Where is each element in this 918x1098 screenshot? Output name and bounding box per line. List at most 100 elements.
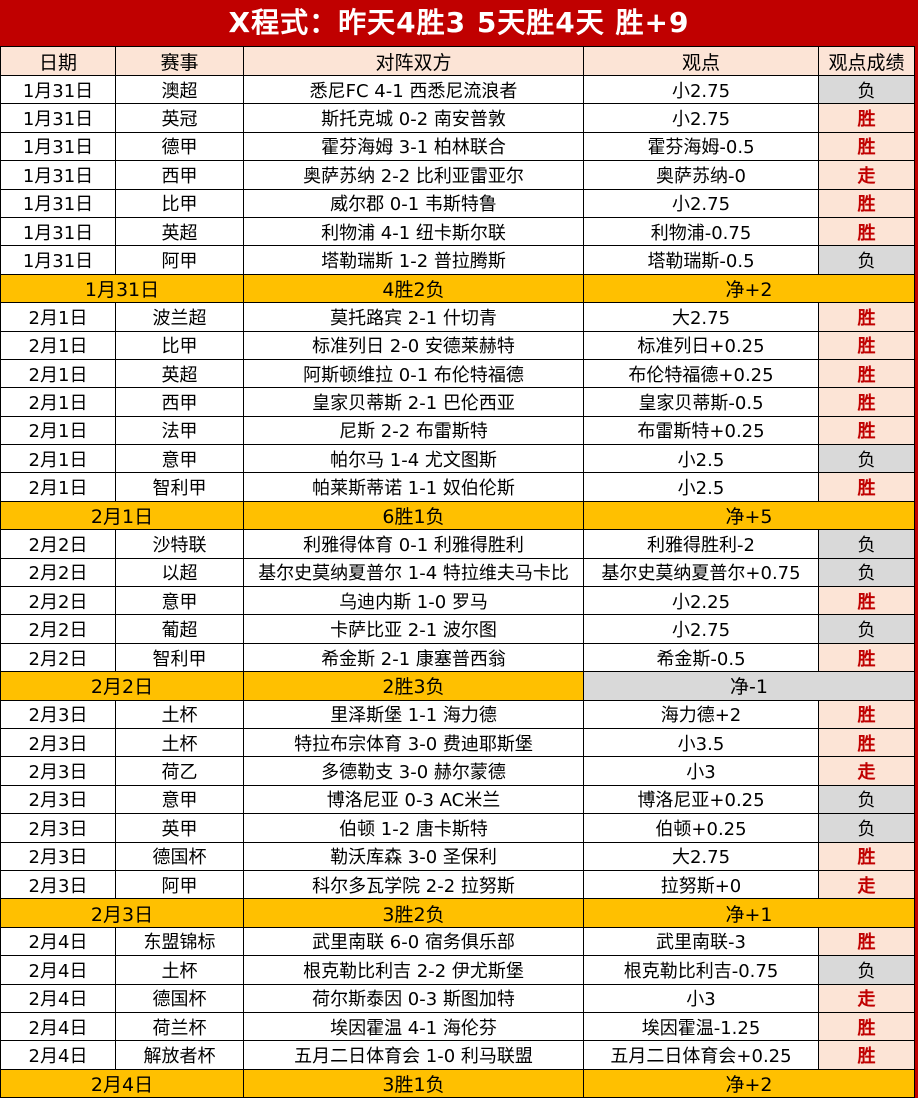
league-cell: 以超	[115, 557, 244, 588]
match-row: 1月31日 德甲 霍芬海姆 3-1 柏林联合 霍芬海姆-0.5 胜	[0, 131, 915, 162]
pick-cell: 利物浦-0.75	[583, 216, 819, 247]
match-row: 2月1日 法甲 尼斯 2-2 布雷斯特 布雷斯特+0.25 胜	[0, 415, 915, 446]
summary-record-cell: 3胜1负	[243, 1068, 584, 1098]
league-cell: 沙特联	[115, 529, 244, 559]
pick-cell: 埃因霍温-1.25	[583, 1011, 819, 1042]
result-cell: 胜	[818, 188, 915, 218]
pick-cell: 小2.5	[583, 472, 819, 502]
column-header: 赛事	[115, 46, 244, 76]
match-cell: 荷尔斯泰因 0-3 斯图加特	[243, 983, 584, 1013]
table-body: 1月31日 澳超 悉尼FC 4-1 西悉尼流浪者 小2.75 负 1月31日 英冠 斯托克城 …	[0, 74, 915, 1098]
match-row: 2月1日 英超 阿斯顿维拉 0-1 布伦特福德 布伦特福德+0.25 胜	[0, 358, 915, 389]
match-cell: 莫托路宾 2-1 什切青	[243, 302, 584, 332]
match-row: 2月3日 荷乙 多德勒支 3-0 赫尔蒙德 小3 走	[0, 756, 915, 786]
league-cell: 德甲	[115, 131, 244, 162]
date-cell: 2月1日	[0, 444, 116, 474]
league-cell: 葡超	[115, 614, 244, 644]
league-cell: 德国杯	[115, 841, 244, 871]
match-row: 2月3日 阿甲 科尔多瓦学院 2-2 拉努斯 拉努斯+0 走	[0, 869, 915, 900]
summary-row: 1月31日 4胜2负 净+2	[0, 273, 915, 304]
date-cell: 2月3日	[0, 813, 116, 843]
date-cell: 1月31日	[0, 160, 116, 190]
match-cell: 斯托克城 0-2 南安普敦	[243, 103, 584, 133]
summary-record-cell: 3胜2负	[243, 898, 584, 928]
date-cell: 1月31日	[0, 131, 116, 162]
match-cell: 基尔史莫纳夏普尔 1-4 特拉维夫马卡比	[243, 557, 584, 588]
result-cell: 胜	[818, 1040, 915, 1070]
date-cell: 2月1日	[0, 330, 116, 360]
league-cell: 土杯	[115, 955, 244, 985]
match-cell: 悉尼FC 4-1 西悉尼流浪者	[243, 74, 584, 105]
match-cell: 埃因霍温 4-1 海伦芬	[243, 1011, 584, 1042]
summary-date-cell: 2月2日	[0, 671, 244, 701]
match-cell: 多德勒支 3-0 赫尔蒙德	[243, 756, 584, 786]
match-cell: 博洛尼亚 0-3 AC米兰	[243, 784, 584, 815]
summary-row: 2月1日 6胜1负 净+5	[0, 500, 915, 531]
pick-cell: 大2.75	[583, 841, 819, 871]
match-cell: 皇家贝蒂斯 2-1 巴伦西亚	[243, 387, 584, 417]
result-cell: 胜	[818, 103, 915, 133]
league-cell: 意甲	[115, 444, 244, 474]
pick-cell: 奥萨苏纳-0	[583, 160, 819, 190]
date-cell: 2月3日	[0, 784, 116, 815]
match-row: 1月31日 西甲 奥萨苏纳 2-2 比利亚雷亚尔 奥萨苏纳-0 走	[0, 160, 915, 190]
pick-cell: 皇家贝蒂斯-0.5	[583, 387, 819, 417]
date-cell: 2月4日	[0, 955, 116, 985]
match-row: 2月3日 土杯 特拉布宗体育 3-0 费迪耶斯堡 小3.5 胜	[0, 727, 915, 758]
match-row: 1月31日 阿甲 塔勒瑞斯 1-2 普拉腾斯 塔勒瑞斯-0.5 负	[0, 245, 915, 275]
date-cell: 2月3日	[0, 869, 116, 900]
match-row: 2月1日 西甲 皇家贝蒂斯 2-1 巴伦西亚 皇家贝蒂斯-0.5 胜	[0, 387, 915, 417]
match-row: 2月2日 葡超 卡萨比亚 2-1 波尔图 小2.75 负	[0, 614, 915, 644]
match-cell: 帕尔马 1-4 尤文图斯	[243, 444, 584, 474]
page-title: X程式：昨天4胜3 5天胜4天 胜+9	[0, 0, 918, 46]
result-cell: 走	[818, 983, 915, 1013]
date-cell: 2月4日	[0, 1011, 116, 1042]
summary-record-cell: 4胜2负	[243, 273, 584, 304]
league-cell: 英超	[115, 216, 244, 247]
result-cell: 负	[818, 614, 915, 644]
match-cell: 卡萨比亚 2-1 波尔图	[243, 614, 584, 644]
pick-cell: 小2.25	[583, 586, 819, 616]
summary-net-cell: 净+2	[583, 1068, 915, 1098]
result-cell: 走	[818, 869, 915, 900]
picks-table: 日期 赛事 对阵双方 观点 观点成绩 1月31日 澳超 悉尼FC 4-1 西悉尼流浪者 小2.…	[0, 46, 915, 1098]
league-cell: 意甲	[115, 586, 244, 616]
match-cell: 威尔郡 0-1 韦斯特鲁	[243, 188, 584, 218]
result-cell: 负	[818, 74, 915, 105]
pick-cell: 小2.75	[583, 614, 819, 644]
date-cell: 2月1日	[0, 358, 116, 389]
date-cell: 2月3日	[0, 727, 116, 758]
league-cell: 德国杯	[115, 983, 244, 1013]
league-cell: 波兰超	[115, 302, 244, 332]
match-cell: 帕莱斯蒂诺 1-1 奴伯伦斯	[243, 472, 584, 502]
match-row: 2月2日 意甲 乌迪内斯 1-0 罗马 小2.25 胜	[0, 586, 915, 616]
match-cell: 利物浦 4-1 纽卡斯尔联	[243, 216, 584, 247]
result-cell: 负	[818, 557, 915, 588]
league-cell: 智利甲	[115, 642, 244, 673]
match-cell: 霍芬海姆 3-1 柏林联合	[243, 131, 584, 162]
date-cell: 2月3日	[0, 699, 116, 729]
date-cell: 2月1日	[0, 472, 116, 502]
match-row: 2月2日 沙特联 利雅得体育 0-1 利雅得胜利 利雅得胜利-2 负	[0, 529, 915, 559]
date-cell: 1月31日	[0, 216, 116, 247]
league-cell: 比甲	[115, 188, 244, 218]
summary-net-cell: 净+5	[583, 500, 915, 531]
result-cell: 胜	[818, 358, 915, 389]
summary-net-cell: 净+2	[583, 273, 915, 304]
match-cell: 伯顿 1-2 唐卡斯特	[243, 813, 584, 843]
match-row: 2月4日 土杯 根克勒比利吉 2-2 伊尤斯堡 根克勒比利吉-0.75 负	[0, 955, 915, 985]
match-cell: 科尔多瓦学院 2-2 拉努斯	[243, 869, 584, 900]
column-header: 观点	[583, 46, 819, 76]
match-cell: 特拉布宗体育 3-0 费迪耶斯堡	[243, 727, 584, 758]
result-cell: 胜	[818, 387, 915, 417]
result-cell: 胜	[818, 699, 915, 729]
league-cell: 阿甲	[115, 245, 244, 275]
date-cell: 2月2日	[0, 642, 116, 673]
result-cell: 负	[818, 529, 915, 559]
date-cell: 2月2日	[0, 529, 116, 559]
league-cell: 荷兰杯	[115, 1011, 244, 1042]
pick-cell: 希金斯-0.5	[583, 642, 819, 673]
pick-cell: 博洛尼亚+0.25	[583, 784, 819, 815]
league-cell: 土杯	[115, 727, 244, 758]
match-cell: 利雅得体育 0-1 利雅得胜利	[243, 529, 584, 559]
